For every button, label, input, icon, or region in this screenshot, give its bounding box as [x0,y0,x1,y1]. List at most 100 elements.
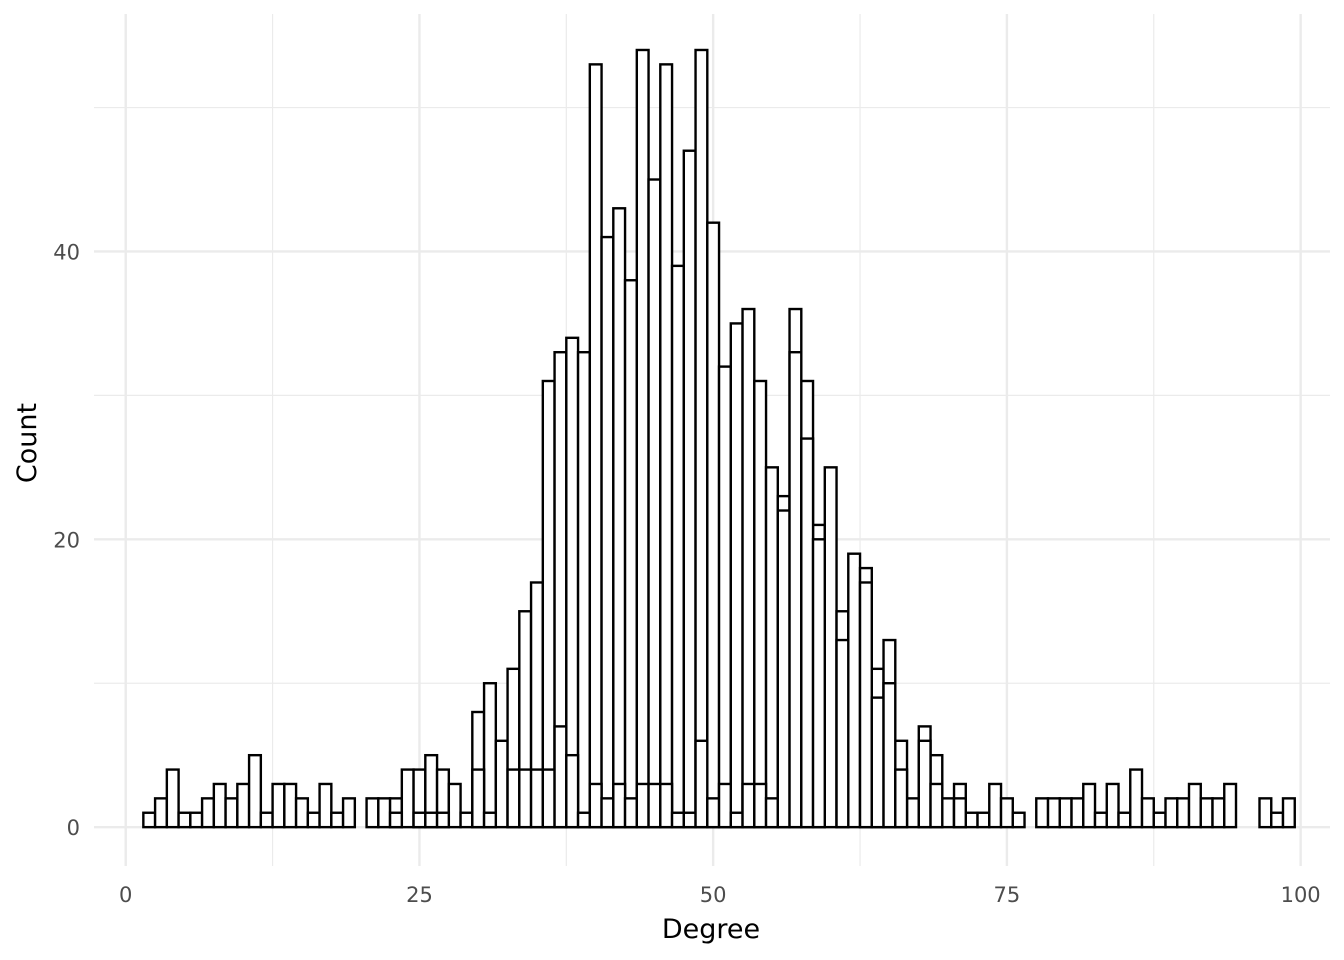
overlay-histogram-bar [835,638,850,829]
histogram-bar [1199,797,1214,829]
histogram-bar [247,753,263,829]
histogram-bar [459,811,474,829]
histogram-bar [1211,797,1226,829]
histogram-bar [647,178,662,829]
overlay-histogram-bar [717,782,732,829]
histogram-bar [976,811,991,829]
x-axis-title: Degree [662,914,760,945]
x-tick-label: 25 [406,883,433,907]
overlay-histogram-bar [811,538,826,829]
overlay-histogram-bar [659,782,674,829]
histogram-bar [1140,797,1155,829]
x-axis-tick-labels: 0 25 50 75 100 [119,883,1321,907]
histogram-bar [1187,782,1202,829]
overlay-histogram-bar [588,782,603,829]
y-tick-label: 20 [53,528,80,552]
histogram-bar [670,264,686,829]
histogram-bar [447,782,462,829]
histogram-bar [1117,811,1132,829]
overlay-histogram-bar [753,782,768,829]
histogram-bar [200,797,216,829]
histogram-bar [999,797,1014,829]
histogram-bar [717,365,732,829]
histogram-bar [565,336,580,829]
histogram-bar [482,682,498,829]
histogram-bar [1011,811,1026,829]
histogram-bar [659,63,674,829]
histogram-bar [682,149,697,829]
histogram-bar [318,782,333,829]
histogram-bar [1035,797,1050,829]
overlay-histogram-bar [706,797,721,829]
histogram-bar [330,811,345,829]
y-tick-label: 40 [53,240,80,264]
histogram-bar [588,63,603,829]
overlay-histogram-bar [600,797,615,829]
overlay-histogram-bar [870,696,885,829]
overlay-histogram-bar [894,768,909,829]
histogram-bar [177,811,192,829]
overlay-histogram-bar [682,811,697,829]
histogram-bar [294,797,310,829]
histogram-bar [1105,782,1120,829]
histogram-bar [1281,797,1296,829]
histogram-bar [1093,811,1108,829]
overlay-histogram-bar [729,811,744,829]
overlay-histogram-bar [882,682,897,829]
overlay-histogram-bar [858,581,873,829]
histogram-bar [988,782,1003,829]
overlay-histogram-bar [800,437,815,829]
histogram-bar [236,782,251,829]
histogram-bar [1152,811,1167,829]
histogram-bar [764,466,779,829]
histogram-bar [612,207,627,829]
overlay-histogram-bar [788,351,803,829]
histogram-bar [905,797,920,829]
histogram-bars [142,48,1296,829]
overlay-histogram-bar [565,753,580,829]
histogram-bar [365,797,380,829]
overlay-histogram-bar [694,739,709,829]
overlay-histogram-bar [541,768,556,829]
histogram-bar [224,797,239,829]
overlay-histogram-bar [612,782,627,829]
histogram-bar [283,782,298,829]
histogram-bar [623,279,639,829]
histogram-bar [541,379,556,829]
histogram-bar [823,466,838,829]
histogram-bar [306,811,321,829]
x-tick-label: 75 [994,883,1021,907]
overlay-histogram-bar [741,782,756,829]
overlay-histogram-bar [764,797,779,829]
overlay-histogram-bar [529,768,545,829]
histogram-bar [212,782,227,829]
overlay-histogram-bar [412,811,427,829]
histogram-bar [377,797,392,829]
overlay-histogram-bar [635,782,650,829]
histogram-bar [964,811,979,829]
histogram-bar [847,552,862,829]
histogram-bar [1258,797,1273,829]
histogram-bar [600,235,615,829]
overlay-histogram-bar [471,768,486,829]
x-tick-label: 0 [119,883,132,907]
histogram-bar [271,782,286,829]
histogram-bar [1082,782,1097,829]
histogram-bar [341,797,357,829]
histogram-bar [635,48,650,829]
histogram-bar [941,797,956,829]
histogram-bar [1164,797,1179,829]
overlay-histogram-bar [647,782,662,829]
overlay-histogram-bar [506,768,521,829]
overlay-histogram-bar [776,509,791,829]
overlay-histogram-bar [917,739,932,829]
overlay-histogram-bar [388,811,404,829]
overlay-histogram-bar [576,811,592,829]
histogram-bar [165,768,180,829]
histogram-bar [494,739,509,829]
x-tick-label: 100 [1281,883,1321,907]
histogram-bar [1058,797,1073,829]
y-axis-title: Count [12,403,43,483]
histogram-bar [142,811,157,829]
histogram-bar [694,48,709,829]
